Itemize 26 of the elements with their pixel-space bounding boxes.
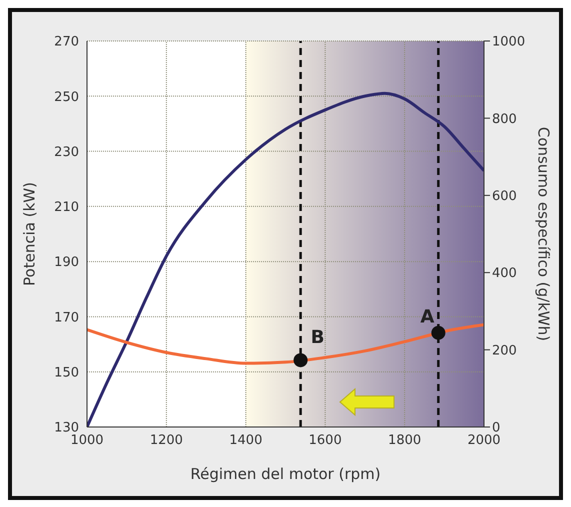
y-tick-label: 150 xyxy=(54,365,79,380)
y2-tick-label: 1000 xyxy=(492,34,526,50)
x-tick-label: 1000 xyxy=(70,433,104,448)
x-tick-label: 1800 xyxy=(388,433,422,448)
y-tick-label: 270 xyxy=(54,34,79,50)
y-tick-label: 130 xyxy=(54,420,79,436)
line-series xyxy=(87,323,484,365)
y-tick-label: 250 xyxy=(54,90,79,105)
x-tick-label: 1600 xyxy=(308,433,342,448)
y-tick-label: 210 xyxy=(54,200,79,216)
y-tick-label: 190 xyxy=(54,255,79,270)
y-axis-title: Potencia (kW) xyxy=(20,182,38,286)
y2-tick-label: 600 xyxy=(492,189,517,204)
y2-tick-label: 800 xyxy=(492,112,517,127)
y2-axis-title: Consumo específico (g/kWh) xyxy=(534,126,553,342)
x-tick-label: 2000 xyxy=(467,433,501,448)
y2-tick-label: 200 xyxy=(492,343,517,358)
x-tick-label: 1400 xyxy=(229,433,262,448)
annotation: B xyxy=(310,326,324,348)
y-tick-label: 230 xyxy=(54,144,79,160)
y-tick-label: 170 xyxy=(54,310,79,326)
y2-tick-label: 400 xyxy=(492,266,517,282)
x-tick-label: 1200 xyxy=(150,433,183,448)
annotation: A xyxy=(420,306,434,328)
y2-tick-label: 0 xyxy=(492,420,500,436)
x-axis-title: Régimen del motor (rpm) xyxy=(190,465,381,483)
